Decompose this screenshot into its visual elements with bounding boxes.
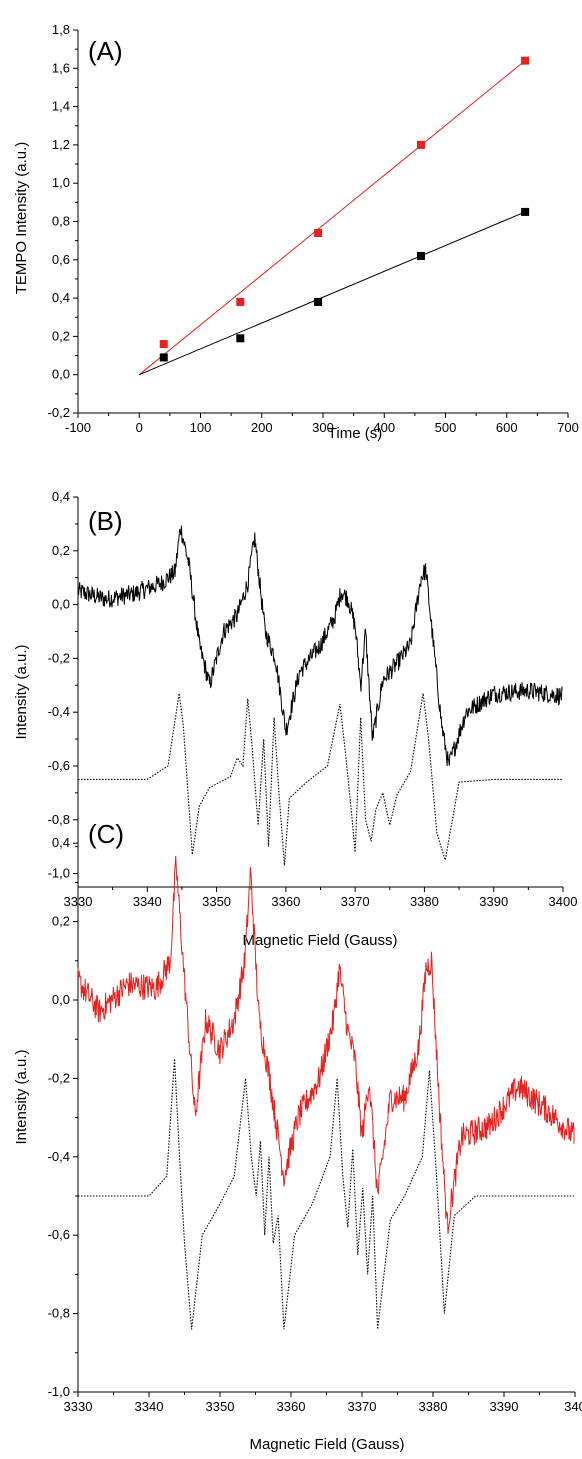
y-axis-title-a: TEMPO Intensity (a.u.) xyxy=(13,142,30,295)
y-tick-label: 0,0 xyxy=(52,992,70,1007)
x-tick-label: 100 xyxy=(190,420,212,435)
fit-line xyxy=(139,211,526,376)
y-tick-label: 1,6 xyxy=(52,60,70,75)
data-point xyxy=(236,297,245,306)
y-tick-label: -1,0 xyxy=(48,866,70,881)
x-tick-label: 3340 xyxy=(133,894,162,909)
y-tick-label: 0,4 xyxy=(52,835,70,850)
y-tick-label: 0,6 xyxy=(52,252,70,267)
data-point xyxy=(417,251,425,260)
data-point xyxy=(314,228,323,237)
y-tick-label: -0,2 xyxy=(48,650,70,665)
y-tick-label: 0,0 xyxy=(52,597,70,612)
x-tick-label: 3390 xyxy=(490,1399,519,1414)
x-axis-title-c: Magnetic Field (Gauss) xyxy=(249,1436,404,1453)
chart-panel-b: (B) Magnetic Field (Gauss) Intensity (a.… xyxy=(13,489,577,949)
data-point xyxy=(417,140,425,149)
chart-panel-a: (A) Time (s) TEMPO Intensity (a.u.) -100… xyxy=(13,22,579,442)
panel-label-a: (A) xyxy=(88,36,123,66)
y-axis-title-b: Intensity (a.u.) xyxy=(13,644,30,739)
x-tick-label: 3350 xyxy=(202,894,231,909)
y-tick-label: 0,2 xyxy=(52,914,70,929)
x-tick-label: 200 xyxy=(251,420,273,435)
x-tick-label: 3400 xyxy=(549,894,578,909)
x-tick-label: 3360 xyxy=(277,1399,306,1414)
x-tick-label: 3360 xyxy=(271,894,300,909)
x-tick-label: 3340 xyxy=(135,1399,164,1414)
fit-line xyxy=(138,60,526,376)
y-tick-label: 0,2 xyxy=(52,328,70,343)
y-axis-title-c: Intensity (a.u.) xyxy=(13,1049,30,1144)
x-tick-label: 300 xyxy=(312,420,334,435)
y-tick-label: 0,2 xyxy=(52,543,70,558)
y-tick-label: -0,4 xyxy=(48,704,70,719)
data-point xyxy=(236,334,245,343)
y-tick-label: 0,4 xyxy=(52,489,70,504)
x-tick-label: 3370 xyxy=(348,1399,377,1414)
y-tick-label: 0,0 xyxy=(52,367,70,382)
x-tick-label: 3370 xyxy=(341,894,370,909)
experimental-spectrum-line xyxy=(77,525,563,766)
x-tick-label: 500 xyxy=(435,420,457,435)
x-tick-label: 3390 xyxy=(479,894,508,909)
y-tick-label: 1,0 xyxy=(52,175,70,190)
x-tick-label: 340 xyxy=(564,1399,582,1414)
x-tick-label: 700 xyxy=(557,420,579,435)
simulated-spectrum-line xyxy=(78,693,562,866)
y-tick-label: -0,8 xyxy=(48,1306,70,1321)
y-tick-label: -0,8 xyxy=(48,812,70,827)
y-tick-label: -1,0 xyxy=(48,1384,70,1399)
x-tick-label: 400 xyxy=(373,420,395,435)
simulated-spectrum-line xyxy=(78,1058,574,1330)
y-tick-label: 0,4 xyxy=(52,290,70,305)
x-tick-label: 3380 xyxy=(419,1399,448,1414)
y-tick-label: -0,2 xyxy=(48,405,70,420)
x-tick-label: -100 xyxy=(65,420,91,435)
data-point xyxy=(314,297,323,306)
experimental-spectrum-line xyxy=(77,855,575,1235)
y-tick-label: 1,4 xyxy=(52,99,70,114)
chart-panel-c: (C) Magnetic Field (Gauss) Intensity (a.… xyxy=(13,804,582,1453)
y-tick-label: 0,8 xyxy=(52,214,70,229)
y-tick-label: 1,8 xyxy=(52,22,70,37)
x-tick-label: 0 xyxy=(136,420,143,435)
panel-label-b: (B) xyxy=(88,506,123,536)
data-point xyxy=(159,353,168,362)
y-tick-label: -0,2 xyxy=(48,1070,70,1085)
data-point xyxy=(159,340,168,349)
y-tick-label: 1,2 xyxy=(52,137,70,152)
y-tick-label: -0,6 xyxy=(48,758,70,773)
y-tick-label: -0,6 xyxy=(48,1227,70,1242)
x-axis-title-a: Time (s) xyxy=(328,425,382,442)
data-point xyxy=(521,56,530,65)
panel-label-c: (C) xyxy=(88,819,124,849)
x-tick-label: 3380 xyxy=(410,894,439,909)
y-tick-label: -0,4 xyxy=(48,1149,70,1164)
x-tick-label: 3330 xyxy=(64,1399,93,1414)
x-axis-title-b: Magnetic Field (Gauss) xyxy=(242,932,397,949)
data-point xyxy=(521,207,530,216)
x-tick-label: 600 xyxy=(496,420,518,435)
x-tick-label: 3350 xyxy=(206,1399,235,1414)
